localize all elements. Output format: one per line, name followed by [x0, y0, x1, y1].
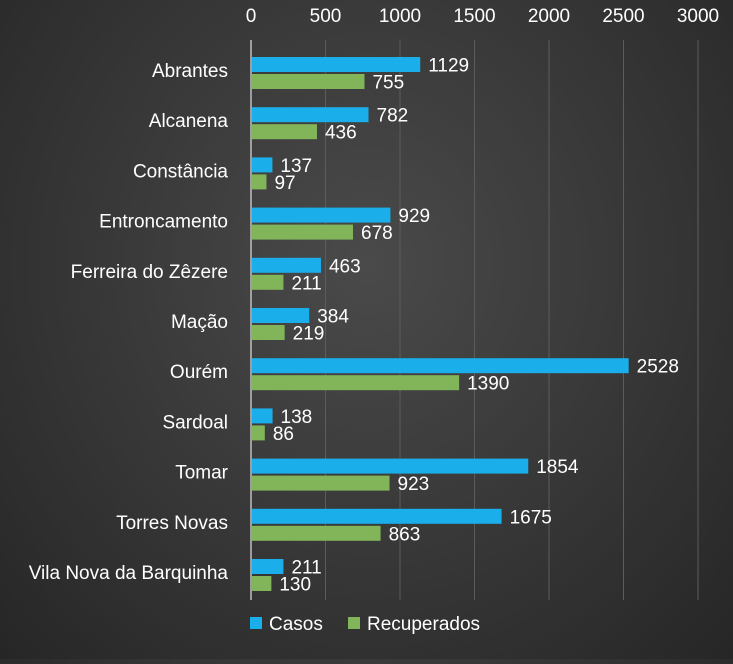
bar-casos [252, 508, 502, 524]
data-label: 1390 [467, 374, 509, 395]
bars [252, 57, 629, 591]
category-label: Abrantes [152, 61, 228, 82]
data-label: 678 [361, 223, 393, 244]
legend-label: Casos [269, 614, 323, 635]
bar-casos [252, 358, 629, 374]
x-tick-label: 2000 [528, 6, 570, 27]
category-label: Tomar [175, 463, 228, 484]
x-tick-label: 1500 [453, 6, 495, 27]
data-label: 463 [329, 256, 361, 277]
bar-casos [252, 107, 369, 123]
bar-casos [252, 408, 273, 424]
category-label: Vila Nova da Barquinha [29, 563, 229, 584]
bar-recuperados [252, 325, 285, 340]
bar-casos [252, 559, 284, 574]
legend-label: Recuperados [367, 614, 480, 635]
category-label: Entroncamento [99, 212, 228, 233]
data-label: 929 [398, 206, 430, 227]
bar-recuperados [252, 74, 365, 89]
data-label: 1675 [510, 507, 552, 528]
gridlines [325, 40, 699, 600]
data-label: 436 [325, 123, 357, 144]
x-tick-label: 0 [246, 6, 257, 27]
data-label: 755 [372, 73, 404, 94]
bar-casos [252, 157, 273, 173]
x-tick-label: 3000 [677, 6, 719, 27]
bar-recuperados [252, 576, 272, 591]
bar-recuperados [252, 375, 460, 391]
bar-recuperados [252, 274, 284, 290]
bar-recuperados [252, 124, 317, 140]
data-label: 1854 [536, 457, 579, 478]
category-label: Constância [133, 161, 228, 182]
category-label: Ferreira do Zêzere [71, 262, 228, 283]
data-label: 923 [398, 474, 430, 495]
category-label: Alcanena [149, 111, 229, 132]
data-label: 219 [293, 324, 325, 345]
legend-swatch-recuperados [348, 617, 360, 629]
data-label: 211 [291, 273, 321, 294]
bar-recuperados [252, 475, 390, 491]
bar-recuperados [252, 425, 265, 441]
data-label: 137 [280, 156, 312, 177]
bar-casos [252, 207, 391, 223]
category-label: Sardoal [163, 412, 229, 433]
bar-recuperados [252, 525, 381, 541]
bar-casos [252, 308, 310, 323]
data-label: 1129 [428, 56, 469, 77]
x-tick-label: 500 [310, 6, 342, 27]
data-label: 2528 [637, 357, 679, 378]
category-label: Mação [171, 312, 228, 333]
bar-casos [252, 57, 421, 72]
data-label: 138 [281, 407, 313, 428]
x-axis-ticks: 0 500 1000 1500 2000 2500 3000 [246, 6, 719, 27]
category-label: Ourém [170, 362, 228, 383]
bar-recuperados [252, 224, 354, 240]
bar-casos [252, 257, 321, 273]
bar-recuperados [252, 174, 267, 190]
x-tick-label: 1000 [379, 6, 421, 27]
data-label: 86 [273, 424, 294, 445]
bar-casos [252, 458, 529, 474]
data-label: 97 [274, 173, 295, 194]
data-label: 863 [389, 524, 421, 545]
data-label: 130 [279, 575, 311, 596]
data-label: 384 [317, 307, 349, 328]
legend: Casos Recuperados [250, 614, 480, 635]
x-tick-label: 2500 [602, 6, 644, 27]
category-label: Torres Novas [116, 513, 228, 534]
data-label: 782 [377, 106, 409, 127]
category-labels: Abrantes Alcanena Constância Entroncamento F… [29, 61, 229, 584]
data-label: 211 [291, 558, 321, 579]
legend-swatch-casos [250, 617, 262, 629]
